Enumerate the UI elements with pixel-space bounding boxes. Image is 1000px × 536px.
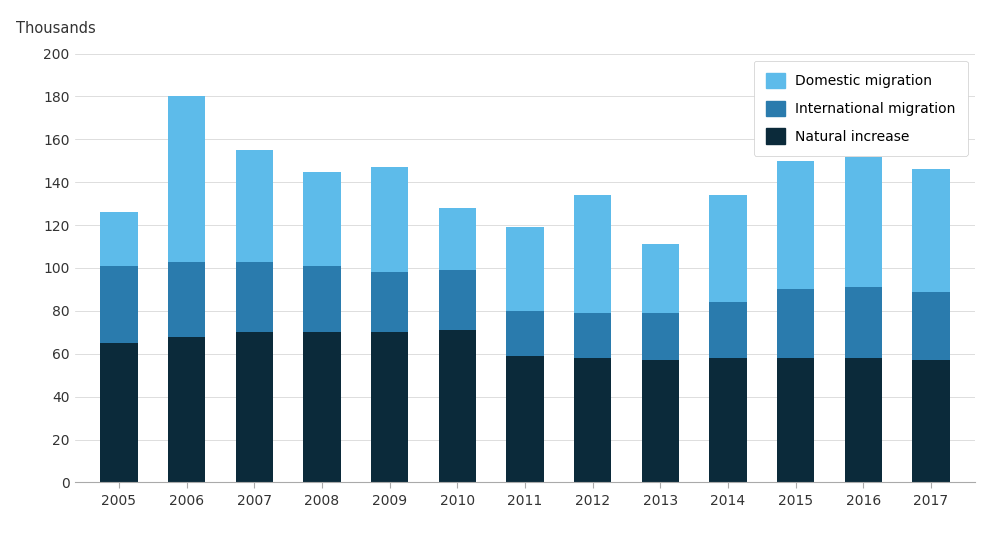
Bar [574, 195, 611, 313]
Bar [236, 150, 273, 262]
Bar [303, 172, 341, 266]
Bar [777, 358, 814, 482]
Bar [506, 311, 544, 356]
Bar [303, 266, 341, 332]
Bar [100, 343, 138, 482]
Legend: Domestic migration, International migration, Natural increase: Domestic migration, International migrat… [754, 61, 968, 156]
Bar [371, 272, 408, 332]
Bar [168, 262, 205, 337]
Text: Thousands: Thousands [16, 21, 96, 36]
Bar [439, 208, 476, 270]
Bar [642, 244, 679, 313]
Bar [912, 169, 950, 292]
Bar [845, 287, 882, 358]
Bar [709, 195, 747, 302]
Bar [845, 157, 882, 287]
Bar [642, 360, 679, 482]
Bar [371, 332, 408, 482]
Bar [709, 358, 747, 482]
Bar [371, 167, 408, 272]
Bar [506, 356, 544, 482]
Bar [709, 302, 747, 358]
Bar [845, 358, 882, 482]
Bar [100, 266, 138, 343]
Bar [236, 332, 273, 482]
Bar [642, 313, 679, 360]
Bar [439, 270, 476, 330]
Bar [912, 360, 950, 482]
Bar [777, 289, 814, 358]
Bar [303, 332, 341, 482]
Bar [777, 161, 814, 289]
Bar [439, 330, 476, 482]
Bar [100, 212, 138, 266]
Bar [506, 227, 544, 311]
Bar [574, 358, 611, 482]
Bar [912, 292, 950, 360]
Bar [168, 337, 205, 482]
Bar [236, 262, 273, 332]
Bar [574, 313, 611, 358]
Bar [168, 96, 205, 262]
